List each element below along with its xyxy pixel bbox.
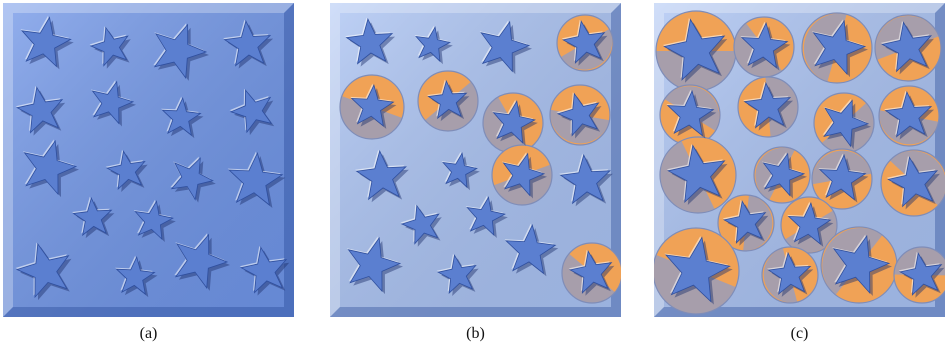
star-shape (880, 20, 934, 75)
star-shape (662, 18, 728, 83)
panel-c-image (654, 3, 945, 317)
star-shape (556, 92, 602, 139)
caption-b: (b) (466, 325, 485, 342)
star-shape (355, 149, 409, 203)
star-shape (441, 151, 480, 191)
star-shape (229, 88, 275, 136)
star-shape (350, 83, 397, 129)
panel-a-svg (3, 3, 294, 317)
star-shape (504, 223, 559, 277)
panel-b-image (330, 3, 621, 317)
star-shape (153, 23, 209, 81)
star-shape (492, 99, 538, 146)
star-shape (170, 156, 216, 203)
star-shape (427, 79, 470, 122)
star-shape (898, 251, 945, 298)
panel-a-image (3, 3, 294, 317)
star-shape (115, 255, 158, 298)
star-shape (884, 90, 935, 140)
star-shape (559, 153, 613, 207)
star-shape (666, 89, 717, 139)
star-shape (812, 19, 868, 78)
caption-c: (c) (790, 325, 809, 342)
star-shape (414, 25, 453, 65)
caption-a: (a) (139, 325, 158, 342)
star-shape (479, 20, 532, 75)
star-shape (15, 242, 72, 301)
star-shape (15, 85, 66, 136)
star-shape (832, 234, 892, 296)
star-shape (223, 19, 274, 69)
star-shape (740, 21, 791, 71)
star-shape (818, 153, 869, 203)
star-shape (664, 236, 733, 305)
panel-b-svg (330, 3, 621, 317)
star-shape (345, 17, 396, 67)
panel-c-svg (654, 3, 945, 317)
star-shape (722, 199, 769, 246)
star-shape (666, 144, 728, 205)
star-shape (133, 199, 176, 242)
star-shape (239, 245, 290, 296)
star-shape (400, 204, 442, 247)
star-highlight-circle (339, 74, 405, 140)
star-shape (23, 139, 79, 198)
star-shape (89, 26, 131, 69)
star-shape (886, 155, 940, 210)
star-shape (762, 152, 807, 199)
star-shape (787, 201, 834, 247)
star-shape (822, 98, 871, 150)
star-shape (743, 81, 794, 131)
star-shape (174, 233, 230, 291)
star-shape (72, 196, 115, 239)
star-shape (227, 151, 286, 208)
star-shape (20, 15, 74, 70)
star-shape (161, 96, 204, 139)
star-shape (767, 251, 814, 297)
star-shape (568, 249, 615, 296)
star-shape (561, 19, 608, 66)
star-shape (347, 236, 403, 295)
star-shape (105, 149, 148, 192)
star-shape (465, 195, 508, 238)
star-shape (502, 152, 547, 199)
star-shape (436, 253, 479, 296)
star-shape (91, 80, 136, 127)
